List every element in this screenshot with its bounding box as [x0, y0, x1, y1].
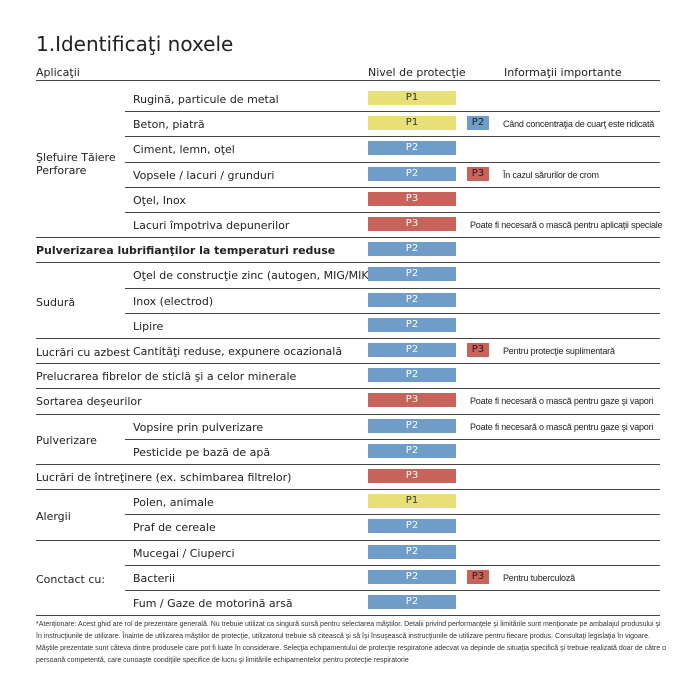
- section-label: Sortarea deşeurilor: [36, 395, 142, 409]
- application: Fum / Gaze de motorină arsă: [133, 597, 293, 610]
- row-line: [125, 514, 660, 515]
- title: 1.Identificaţi noxele: [36, 32, 234, 56]
- info-text: Poate fi necesară o mască pentru gaze şi…: [470, 396, 654, 407]
- application: Oţel, Inox: [133, 193, 186, 207]
- group-label: Alergii: [36, 509, 71, 523]
- row-line: [125, 111, 660, 112]
- header-line: [36, 80, 660, 81]
- row-line: [125, 288, 660, 289]
- extra-badge: P2: [467, 116, 489, 131]
- extra-badge: P3: [467, 166, 489, 181]
- application: Vopsire prin pulverizare: [133, 420, 264, 434]
- group-label: Conctact cu:: [36, 572, 106, 586]
- application: Ciment, lemn, oţel: [133, 143, 235, 157]
- level-badge: P2: [368, 569, 456, 584]
- application: Vopsele / lacuri / grunduri: [133, 168, 275, 182]
- extra-badge: P3: [467, 343, 489, 357]
- row-line: [36, 615, 660, 616]
- level-badge: P2: [368, 519, 456, 534]
- application: Inox (electrod): [133, 294, 214, 308]
- row-line: [125, 212, 660, 213]
- section-label: Lucrări de întreţinere (ex. schimbarea f…: [36, 471, 292, 484]
- row-line: [36, 489, 660, 490]
- application: Praf de cereale: [133, 521, 216, 535]
- level-badge: P2: [368, 443, 456, 458]
- level-badge: P2: [368, 141, 456, 156]
- header: Aplicaţii: [36, 66, 80, 79]
- row-line: [36, 262, 660, 263]
- row-line: [36, 464, 660, 465]
- group-label: Sudură: [36, 295, 76, 309]
- level-badge: P2: [368, 595, 456, 609]
- row-line: [125, 439, 660, 440]
- header: Informaţii importante: [504, 66, 622, 79]
- level-badge: P1: [368, 116, 456, 131]
- extra-badge: P3: [467, 569, 489, 584]
- info-text: În cazul sărurilor de crom: [503, 169, 599, 180]
- row-line: [36, 237, 660, 238]
- row-line: [125, 162, 660, 163]
- level-badge: P2: [368, 418, 456, 433]
- row-line: [125, 565, 660, 566]
- info-text: Pentru tuberculoză: [503, 572, 575, 583]
- group-label: Şlefuire Tăiere Perforare: [36, 150, 116, 177]
- info-text: Poate fi necesară o mască pentru gaze şi…: [470, 421, 654, 432]
- section-label: Prelucrarea fibrelor de sticlă şi a celo…: [36, 370, 297, 384]
- application: Bacterii: [133, 571, 176, 585]
- application: Lipire: [133, 319, 164, 333]
- level-badge: P3: [368, 217, 456, 231]
- group-label: Pulverizare: [36, 434, 97, 448]
- level-badge: P2: [368, 317, 456, 332]
- row-line: [125, 136, 660, 137]
- level-badge: P2: [368, 166, 456, 181]
- info-text: Poate fi necesară o mască pentru aplicaţ…: [470, 220, 663, 230]
- row-line: [125, 590, 660, 591]
- application: Beton, piatră: [133, 118, 205, 132]
- group-label: Lucrări cu azbest: [36, 346, 131, 360]
- row-line: [125, 313, 660, 314]
- level-badge: P3: [368, 393, 456, 408]
- level-badge: P2: [368, 242, 456, 257]
- row-line: [36, 338, 660, 339]
- application: Lacuri împotriva depunerilor: [133, 219, 290, 232]
- application: Polen, animale: [133, 496, 214, 510]
- level-badge: P2: [368, 368, 456, 383]
- application: Mucegai / Ciuperci: [133, 546, 235, 560]
- level-badge: P1: [368, 494, 456, 509]
- application: Cantităţi reduse, expunere ocazională: [133, 345, 343, 358]
- row-line: [36, 363, 660, 364]
- row-line: [36, 388, 660, 389]
- application: Pesticide pe bază de apă: [133, 445, 271, 459]
- info-text: Pentru protecţie suplimentară: [503, 346, 615, 356]
- header: Nivel de protecţie: [368, 66, 466, 79]
- row-line: [125, 187, 660, 188]
- level-badge: P2: [368, 544, 456, 559]
- level-badge: P1: [368, 91, 456, 105]
- row-line: [36, 414, 660, 415]
- info-text: Când concentraţia de cuarţ este ridicată: [503, 119, 655, 130]
- level-badge: P2: [368, 343, 456, 357]
- application: Oţel de construcţie zinc (autogen, MIG/M…: [133, 269, 373, 283]
- row-line: [36, 540, 660, 541]
- footnote: *Atenţionare: Acest ghid are rol de prez…: [36, 621, 666, 664]
- level-badge: P3: [368, 191, 456, 206]
- level-badge: P2: [368, 267, 456, 282]
- application: Rugină, particule de metal: [133, 93, 279, 106]
- section-label: Pulverizarea lubrifianţilor la temperatu…: [36, 244, 336, 258]
- level-badge: P2: [368, 292, 456, 307]
- level-badge: P3: [368, 469, 456, 483]
